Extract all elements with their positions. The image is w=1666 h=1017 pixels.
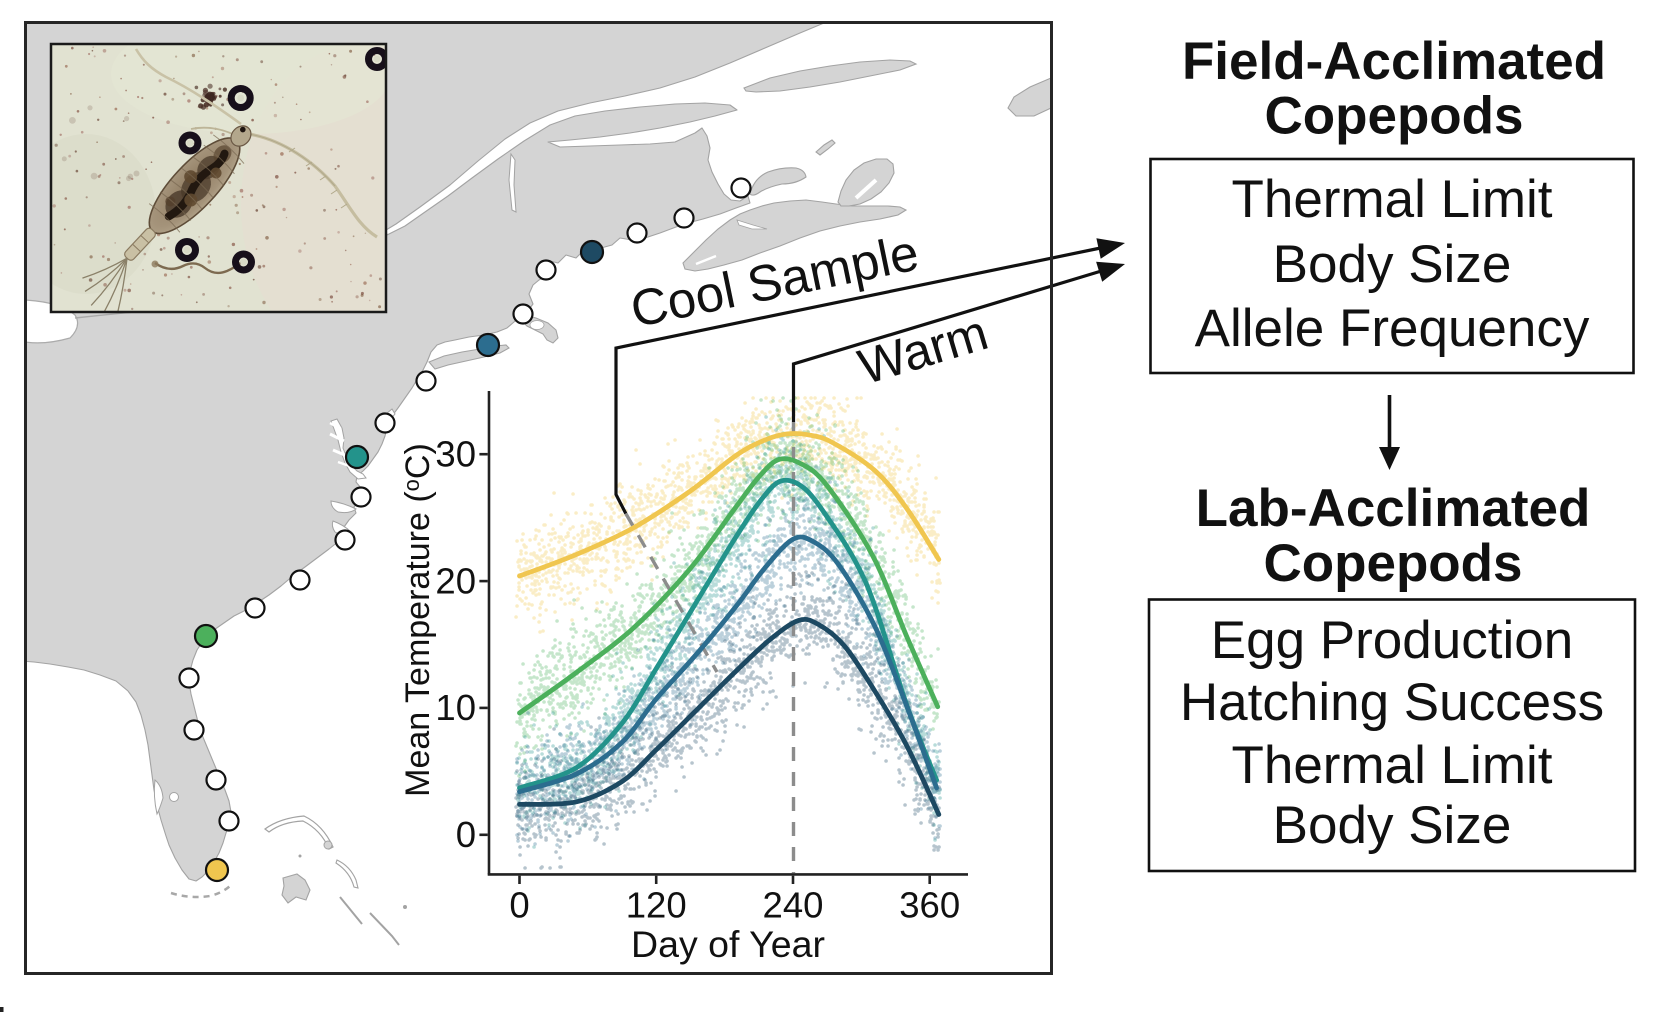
svg-text:Body Size: Body Size [1273,796,1512,855]
svg-text:Mean Temperature (oC): Mean Temperature (oC) [399,443,437,797]
svg-text:360: 360 [899,885,960,926]
svg-text:30: 30 [435,434,476,475]
svg-text:0: 0 [456,814,476,855]
svg-text:Thermal Limit: Thermal Limit [1231,170,1552,229]
svg-text:10: 10 [435,687,476,728]
svg-text:20: 20 [435,560,476,601]
svg-text:120: 120 [626,885,687,926]
svg-text:Copepods: Copepods [1264,87,1523,146]
svg-text:240: 240 [763,885,824,926]
svg-text:0: 0 [509,885,529,926]
svg-text:Body Size: Body Size [1273,235,1512,294]
svg-text:Copepods: Copepods [1263,534,1522,593]
svg-text:Day of Year: Day of Year [631,923,825,965]
svg-text:Allele Frequency: Allele Frequency [1195,299,1590,358]
svg-text:Thermal Limit: Thermal Limit [1231,736,1552,795]
svg-text:Hatching Success: Hatching Success [1180,673,1604,732]
svg-text:Field-Acclimated: Field-Acclimated [1182,32,1606,91]
svg-text:Egg Production: Egg Production [1211,611,1573,670]
svg-text:Lab-Acclimated: Lab-Acclimated [1196,479,1591,538]
